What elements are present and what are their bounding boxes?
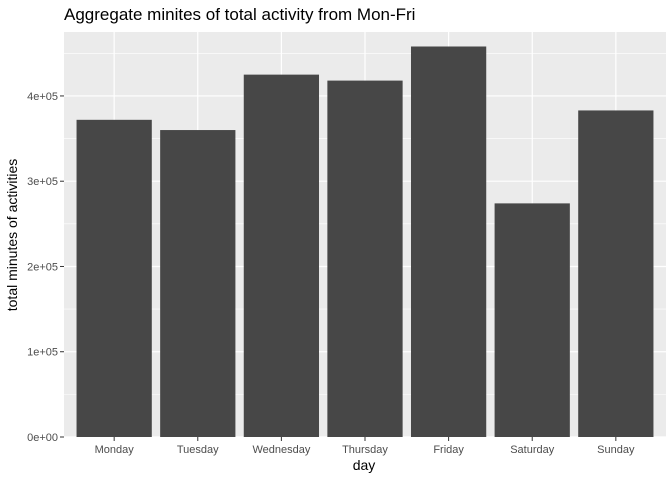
bars xyxy=(76,46,654,438)
y-axis: 0e+00 1e+05 2e+05 3e+05 4e+05 xyxy=(27,91,64,444)
x-tick-label: Tuesday xyxy=(177,444,219,456)
x-axis-title: day xyxy=(353,457,376,473)
bar-saturday xyxy=(494,203,570,437)
y-tick-label: 0e+00 xyxy=(27,432,58,444)
x-tick-label: Monday xyxy=(95,444,135,456)
bar-tuesday xyxy=(160,130,236,438)
bar-thursday xyxy=(327,80,403,437)
x-axis: Monday Tuesday Wednesday Thursday Friday Satu… xyxy=(95,437,635,456)
x-tick-label: Sunday xyxy=(597,444,635,456)
y-tick-label: 4e+05 xyxy=(27,91,58,103)
x-tick-label: Thursday xyxy=(342,444,388,456)
bar-monday xyxy=(76,119,152,438)
x-tick-label: Wednesday xyxy=(252,444,310,456)
y-axis-title: total minutes of activities xyxy=(4,159,20,312)
y-tick-label: 2e+05 xyxy=(27,261,58,273)
bar-friday xyxy=(410,46,487,437)
chart-title: Aggregate minites of total activity from… xyxy=(64,5,415,24)
x-tick-label: Saturday xyxy=(510,444,555,456)
y-tick-label: 1e+05 xyxy=(27,347,58,359)
bar-wednesday xyxy=(243,74,320,437)
y-tick-label: 3e+05 xyxy=(27,176,58,188)
bar-sunday xyxy=(578,110,654,437)
x-tick-label: Friday xyxy=(433,444,464,456)
